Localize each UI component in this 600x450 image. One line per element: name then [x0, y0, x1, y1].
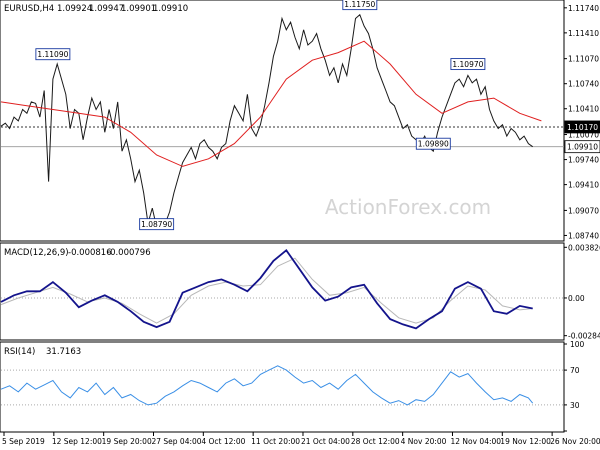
macd-y-tick-label: 0.00: [568, 294, 585, 303]
last-price-box-label: 1.09910: [567, 143, 598, 152]
ohlc-close: 1.09910: [153, 4, 188, 14]
macd-panel-frame: [0, 242, 565, 341]
price-annotations: 1.11090 1.08790 1.11750 1.10970 1.09890: [35, 0, 486, 231]
price-y-tick-label: 1.11740: [568, 4, 599, 13]
x-tick-label: 12 Sep 12:00: [52, 437, 102, 446]
price-y-tick-label: 1.11070: [568, 55, 599, 64]
x-tick-label: 19 Sep 20:00: [102, 437, 152, 446]
macd-series: [0, 248, 564, 330]
swing-label-box: [342, 0, 378, 11]
x-tick-label: 12 Nov 04:00: [450, 437, 501, 446]
x-tick-label: 19 Nov 12:00: [500, 437, 551, 446]
x-tick-label: 26 Nov 20:00: [550, 437, 600, 446]
price-y-tick-label: 1.09410: [568, 181, 599, 190]
price-header: EURUSD,H4 1.09924 1.09947 1.09901 1.0991…: [4, 4, 188, 14]
rsi-y-tick-label: 100: [570, 340, 585, 349]
ohlc-low: 1.09901: [121, 4, 156, 14]
macd-y-axis: 0.003826 0.00 -0.002849: [564, 243, 600, 341]
swing-label-box: [450, 58, 486, 71]
price-panel-frame: [0, 0, 565, 242]
swing-label: 1.11750: [344, 0, 375, 9]
price-line: [0, 13, 533, 229]
rsi-y-tick-label: 70: [570, 366, 580, 375]
price-series: [0, 13, 564, 229]
macd-value: -0.000816: [68, 248, 112, 258]
moving-average-line: [0, 40, 542, 167]
rsi-label: RSI(14): [4, 347, 35, 357]
time-x-axis: 5 Sep 2019 12 Sep 12:00 19 Sep 20:00 27 Sep…: [2, 432, 600, 446]
macd-line: [0, 248, 533, 330]
level-price-box: [564, 120, 600, 134]
x-tick-label: 28 Oct 12:00: [351, 437, 400, 446]
price-panel: 1.11740 1.11410 1.11070 1.10740 1.10410 1.100…: [0, 0, 600, 242]
rsi-panel-frame: [0, 341, 565, 433]
price-y-tick-label: 1.09070: [568, 206, 599, 215]
swing-label: 1.09890: [418, 140, 449, 149]
price-y-tick-label: 1.09740: [568, 156, 599, 165]
x-tick-label: 4 Nov 20:00: [401, 437, 447, 446]
ohlc-high: 1.09947: [89, 4, 124, 14]
last-price-box: [564, 140, 600, 154]
rsi-y-tick-label: 30: [570, 401, 580, 410]
macd-signal-value: -0.000796: [107, 248, 151, 258]
macd-label: MACD(12,26,9): [4, 248, 69, 258]
x-tick-label: 27 Sep 04:00: [151, 437, 201, 446]
rsi-header: RSI(14) 31.7163: [4, 347, 81, 357]
swing-label: 1.11090: [37, 50, 68, 59]
swing-label-box: [139, 218, 175, 231]
swing-label-box: [35, 48, 71, 61]
rsi-line: [0, 365, 534, 406]
x-tick-label: 11 Oct 20:00: [251, 437, 300, 446]
watermark: ActionForex.com: [325, 195, 491, 219]
x-tick-label: 4 Oct 12:00: [201, 437, 245, 446]
price-y-tick-label: 1.10070: [568, 131, 599, 140]
swing-label-box: [415, 137, 451, 150]
macd-panel: 0.003826 0.00 -0.002849 MACD(12,26,9) -0.0…: [0, 242, 600, 341]
price-y-tick-label: 1.10410: [568, 105, 599, 114]
swing-label: 1.08790: [141, 220, 172, 229]
price-y-axis: 1.11740 1.11410 1.11070 1.10740 1.10410 1.100…: [564, 4, 600, 240]
ohlc-open: 1.09924: [57, 4, 92, 14]
macd-y-tick-label: 0.003826: [568, 243, 600, 252]
price-y-tick-label: 1.11410: [568, 29, 599, 38]
price-y-tick-label: 1.08740: [568, 231, 599, 240]
rsi-series: [0, 365, 564, 406]
price-y-tick-label: 1.10740: [568, 80, 599, 89]
macd-y-tick-label: -0.002849: [568, 332, 600, 341]
level-price-box-label: 1.10170: [567, 123, 598, 132]
rsi-value: 31.7163: [46, 347, 81, 357]
macd-header: MACD(12,26,9) -0.000816 -0.000796: [4, 248, 151, 258]
x-tick-label: 21 Oct 04:00: [301, 437, 350, 446]
x-tick-label: 5 Sep 2019: [2, 437, 45, 446]
instrument-label: EURUSD,H4: [4, 4, 54, 14]
rsi-y-axis: 100 70 30: [564, 340, 585, 432]
rsi-panel: 100 70 30 RSI(14) 31.7163: [0, 340, 585, 433]
swing-label: 1.10970: [452, 60, 483, 69]
